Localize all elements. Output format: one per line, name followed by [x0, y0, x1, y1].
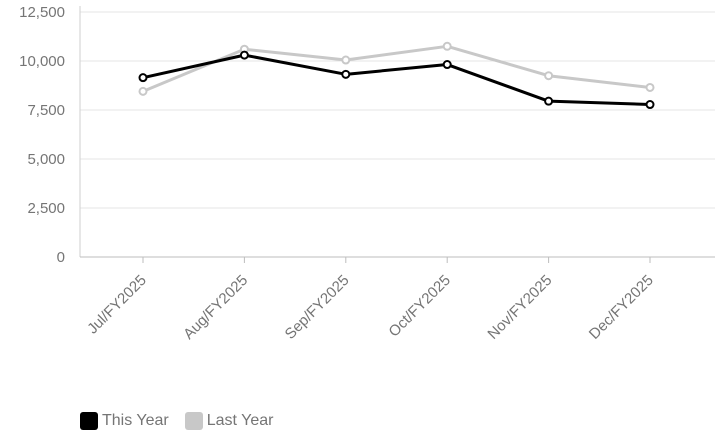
series-last-year	[138, 41, 655, 96]
x-tick-label: Oct/FY2025	[385, 272, 454, 341]
data-point-this-year[interactable]	[138, 73, 148, 83]
legend-item-last-year[interactable]: Last Year	[184, 412, 274, 430]
y-tick-labels: 0 2,500 5,000 7,500 10,000 12,500	[19, 4, 65, 266]
x-tick-label: Dec/FY2025	[586, 272, 657, 343]
data-point-last-year[interactable]	[544, 71, 554, 81]
data-point-last-year[interactable]	[645, 82, 655, 92]
data-point-this-year[interactable]	[341, 69, 351, 79]
data-point-this-year[interactable]	[645, 100, 655, 110]
y-tick-label: 7,500	[27, 102, 65, 119]
legend-item-this-year[interactable]: This Year	[80, 412, 169, 430]
data-point-last-year[interactable]	[341, 55, 351, 65]
series-this-year	[138, 50, 655, 110]
axes	[79, 6, 715, 263]
x-tick-label: Nov/FY2025	[484, 272, 555, 343]
data-point-this-year[interactable]	[544, 96, 554, 106]
data-point-last-year[interactable]	[138, 86, 148, 96]
x-tick-label: Sep/FY2025	[282, 272, 353, 343]
x-tick-labels: Jul/FY2025 Aug/FY2025 Sep/FY2025 Oct/FY2025…	[84, 272, 657, 343]
legend-swatch-last-year	[184, 412, 203, 430]
y-tick-label: 5,000	[27, 151, 65, 168]
y-tick-label: 2,500	[27, 200, 65, 217]
series-lines	[138, 41, 655, 110]
series-line-this-year	[142, 53, 651, 107]
legend-label-last-year: Last Year	[206, 412, 274, 429]
y-tick-label: 0	[57, 249, 65, 266]
data-point-this-year[interactable]	[442, 60, 452, 70]
y-tick-label: 10,000	[19, 53, 65, 70]
grid-lines	[80, 11, 715, 209]
legend-label-this-year: This Year	[102, 412, 169, 429]
y-tick-label: 12,500	[19, 4, 65, 21]
legend: This Year Last Year	[80, 412, 273, 430]
x-tick-label: Aug/FY2025	[180, 272, 251, 343]
series-line-last-year	[142, 44, 651, 93]
legend-swatch-this-year	[80, 412, 98, 430]
data-point-last-year[interactable]	[442, 41, 452, 51]
data-point-this-year[interactable]	[239, 50, 249, 60]
x-tick-label: Jul/FY2025	[84, 272, 150, 338]
